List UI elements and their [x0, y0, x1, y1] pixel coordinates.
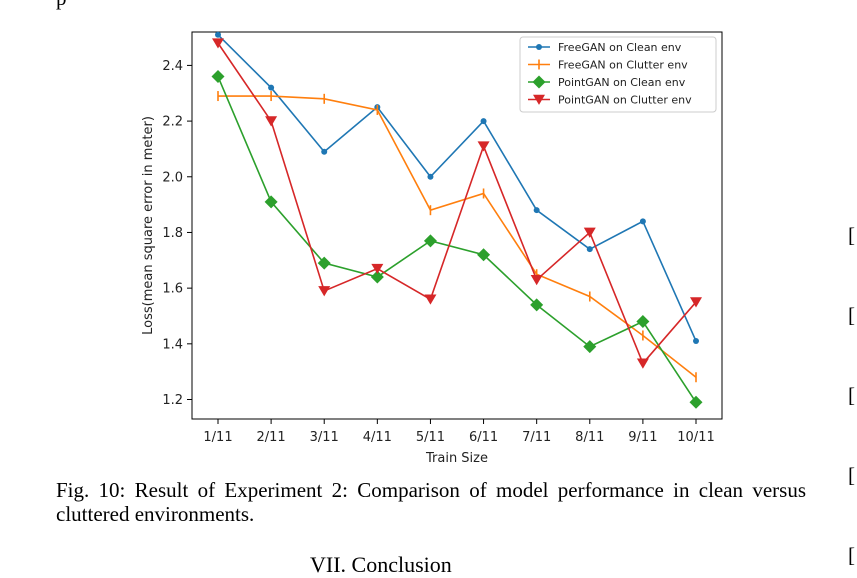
data-point — [268, 84, 275, 91]
data-point — [318, 286, 331, 297]
x-tick-label: 9/11 — [628, 430, 657, 445]
legend-marker — [532, 75, 546, 89]
data-point — [583, 340, 597, 354]
data-point — [427, 173, 434, 180]
y-axis-label: Loss(mean square error in meter) — [141, 116, 156, 335]
data-point — [211, 70, 225, 84]
y-tick-label: 1.8 — [162, 226, 183, 241]
legend-label: FreeGAN on Clutter env — [558, 59, 688, 72]
series-line — [217, 42, 697, 365]
plot-frame — [191, 31, 723, 420]
data-point — [265, 116, 278, 127]
y-tick-label: 1.4 — [162, 337, 183, 352]
x-tick-label: 10/11 — [677, 430, 714, 445]
data-point — [321, 148, 328, 155]
legend-entry: FreeGAN on Clean env — [528, 41, 682, 54]
data-point — [477, 248, 491, 262]
data-point — [370, 270, 384, 284]
y-tick-label: 2.0 — [162, 170, 183, 185]
previous-text-fragment: p — [56, 0, 67, 11]
legend-label: FreeGAN on Clean env — [558, 41, 682, 54]
reference-bracket: [ — [848, 543, 855, 567]
x-tick-label: 2/11 — [257, 430, 286, 445]
series — [212, 38, 702, 369]
data-point — [212, 38, 224, 49]
y-tick-label: 2.2 — [162, 115, 183, 130]
data-point — [264, 195, 278, 209]
data-point — [215, 31, 221, 38]
legend-marker — [536, 44, 542, 50]
series — [217, 91, 697, 383]
data-point — [530, 298, 544, 312]
loss-line-chart: 1.2 1.4 1.6 1.8 2.0 2.2 2.4 1/11 2/11 3/11 4/11 5/1… — [141, 31, 723, 466]
data-point — [636, 358, 649, 369]
data-point — [586, 246, 593, 253]
data-point — [317, 256, 331, 270]
data-point — [690, 297, 702, 308]
data-point — [480, 118, 487, 125]
legend-box — [519, 36, 717, 113]
reference-bracket: [ — [848, 383, 855, 407]
legend-entry: PointGAN on Clean env — [528, 75, 686, 89]
series-line — [218, 95, 697, 378]
data-point — [639, 218, 646, 225]
data-point — [689, 395, 703, 409]
x-tick-label: 5/11 — [416, 430, 445, 445]
reference-bracket: [ — [848, 223, 855, 247]
legend-label: PointGAN on Clutter env — [558, 94, 692, 107]
y-tick-label: 1.2 — [162, 393, 183, 408]
x-tick-label: 7/11 — [522, 430, 551, 445]
legend-entry: FreeGAN on Clutter env — [528, 59, 688, 72]
x-tick-label: 1/11 — [203, 430, 232, 445]
series-line — [217, 34, 697, 342]
x-tick-label: 6/11 — [469, 430, 498, 445]
legend-entry: PointGAN on Clutter env — [528, 94, 692, 107]
data-point — [371, 263, 384, 275]
reference-bracket: [ — [848, 303, 855, 327]
data-point — [693, 338, 699, 345]
data-point — [423, 234, 437, 248]
x-tick-label: 3/11 — [310, 430, 339, 445]
x-tick-label: 8/11 — [575, 430, 604, 445]
series — [211, 70, 703, 409]
data-point — [533, 207, 540, 214]
series-line — [217, 76, 697, 403]
section-heading: VII. Conclusion — [310, 552, 452, 577]
data-point — [477, 141, 490, 152]
x-axis-label: Train Size — [425, 451, 488, 466]
legend-marker — [533, 94, 545, 105]
data-point — [636, 315, 650, 329]
legend-label: PointGAN on Clean env — [558, 76, 686, 89]
data-point — [530, 274, 543, 286]
y-tick-label: 1.6 — [162, 282, 183, 297]
data-point — [583, 227, 596, 238]
y-tick-label: 2.4 — [162, 59, 183, 74]
series — [215, 31, 699, 345]
reference-bracket: [ — [848, 463, 855, 487]
x-tick-label: 4/11 — [363, 430, 392, 445]
figure-caption: Fig. 10: Result of Experiment 2: Compari… — [56, 478, 806, 526]
data-point — [424, 294, 437, 305]
